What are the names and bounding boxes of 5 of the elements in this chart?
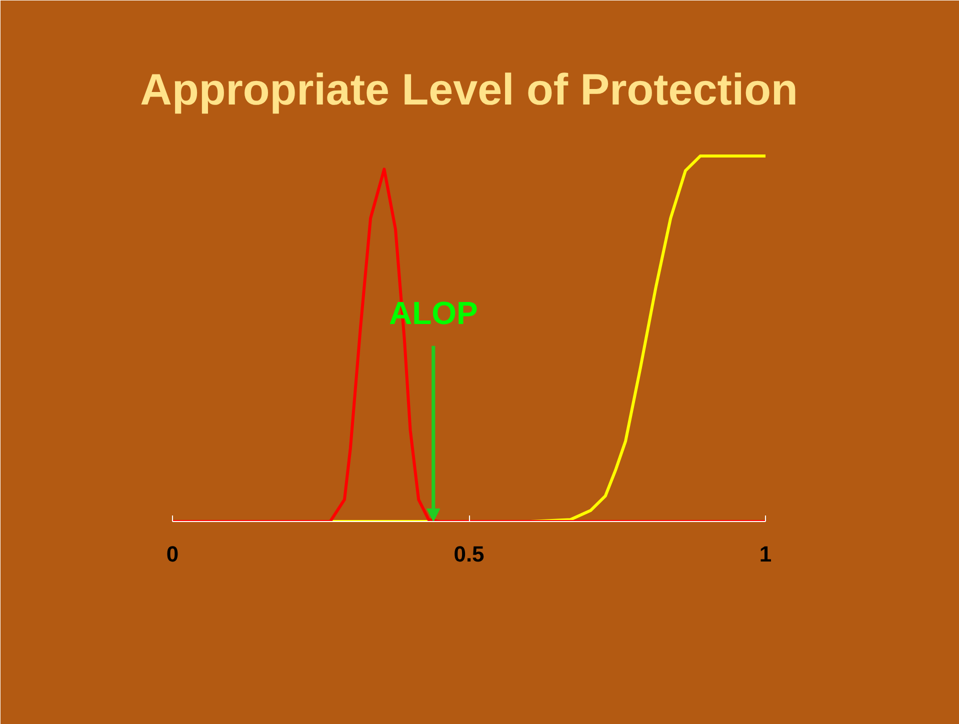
x-tick-label: 1: [759, 542, 772, 566]
chart-title: Appropriate Level of Protection: [140, 66, 798, 114]
ref-line-label: ALOP: [388, 295, 478, 332]
x-tick-label: 0.5: [454, 542, 484, 566]
x-tick-label: 0: [166, 542, 179, 566]
